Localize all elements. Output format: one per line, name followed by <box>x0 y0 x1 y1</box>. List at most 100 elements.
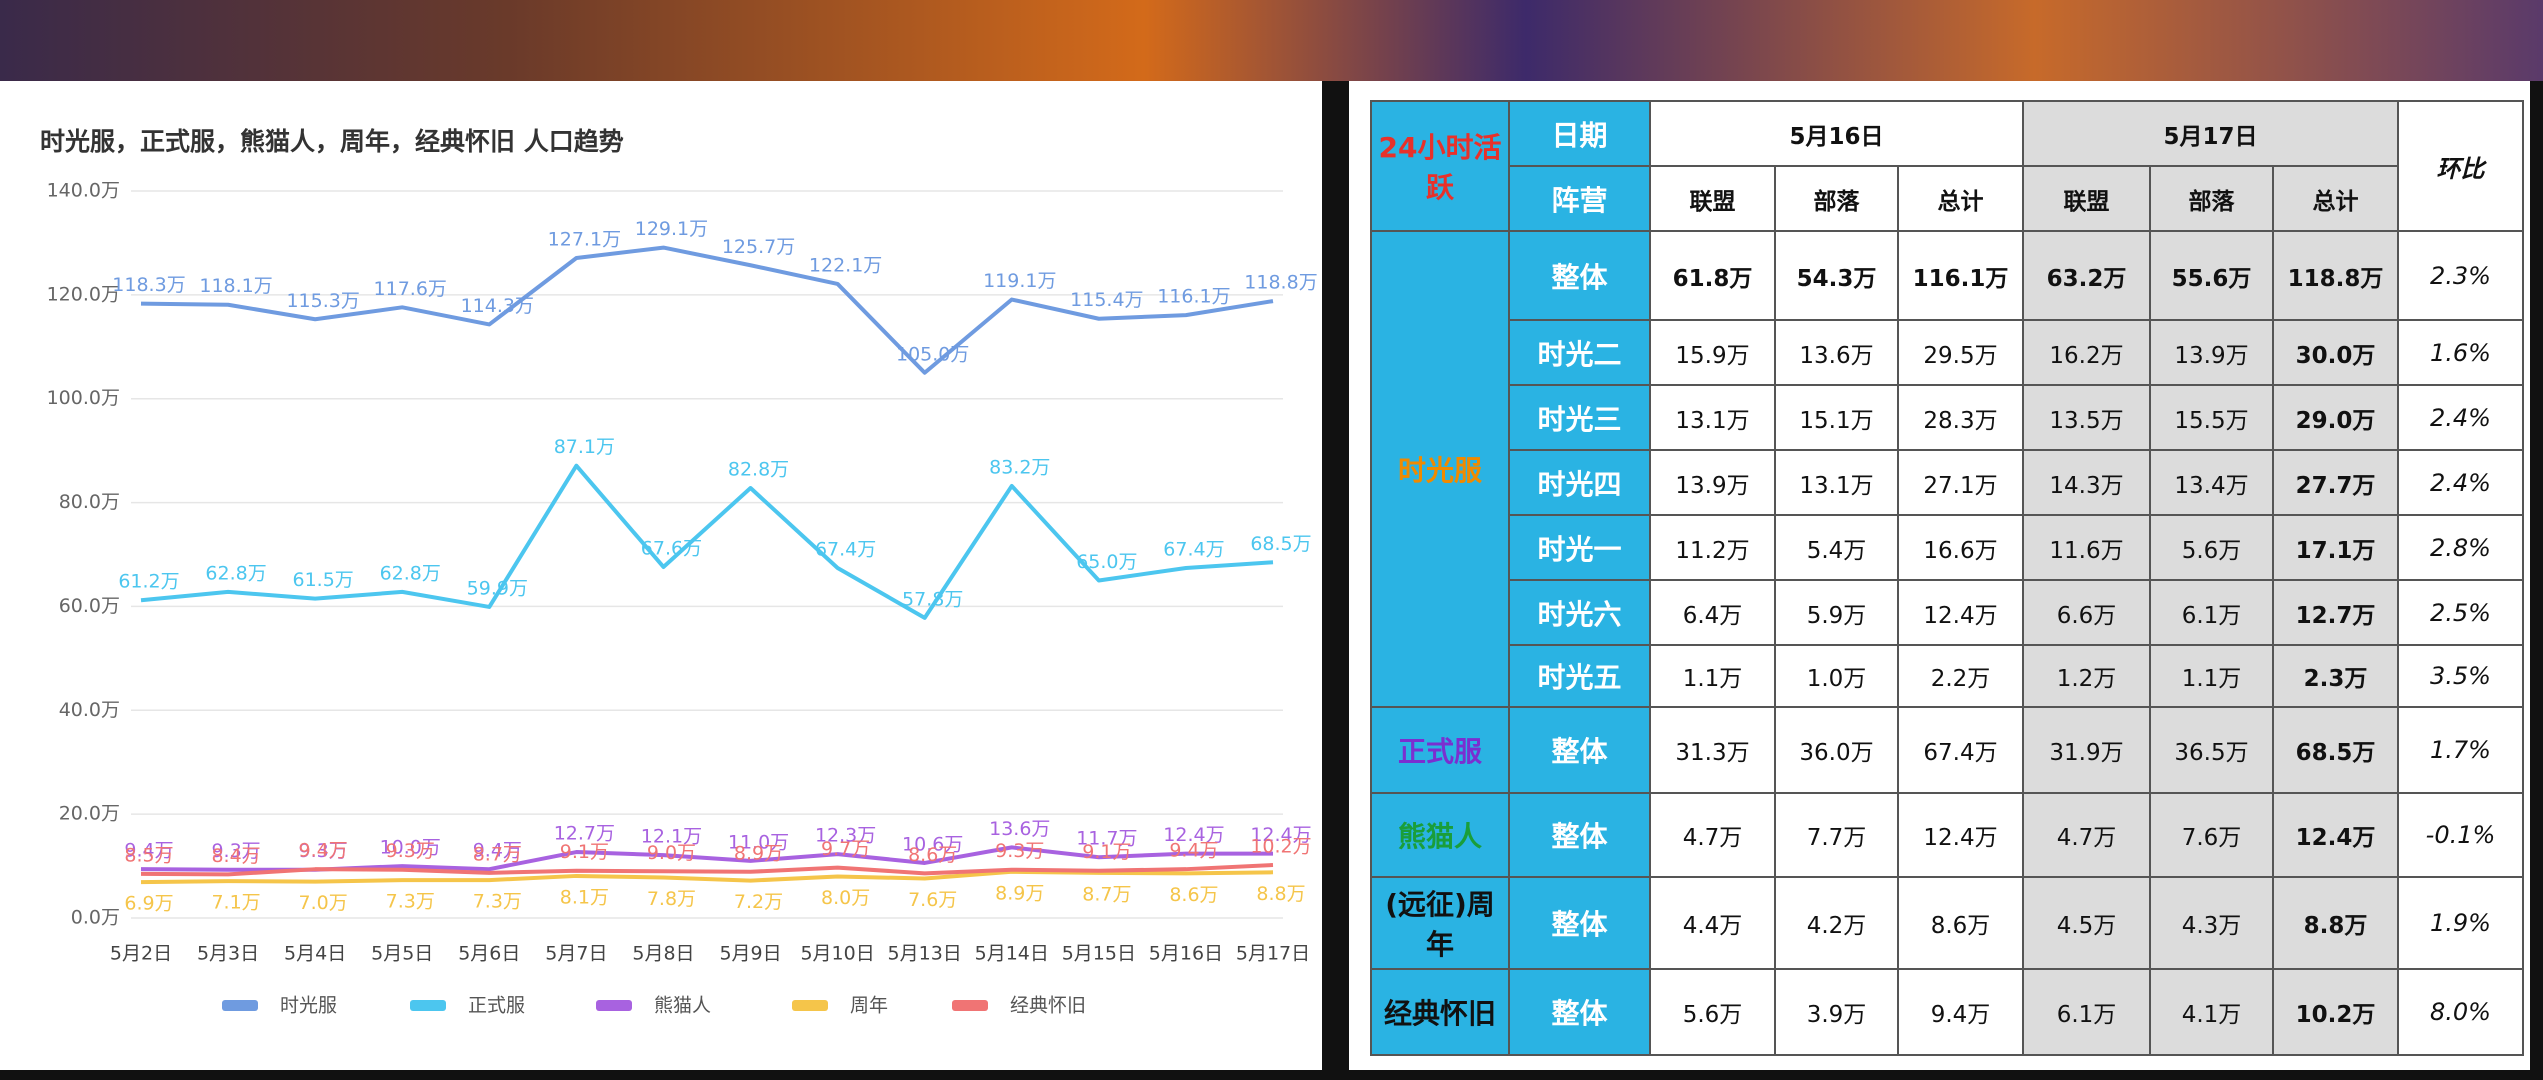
data-label: 105.0万 <box>896 343 969 365</box>
data-label: 9.3万 <box>211 840 260 862</box>
table-row: 正式服 整体 31.3万 36.0万 67.4万 31.9万 36.5万 68.5万 1.7% <box>1370 706 2524 794</box>
value-cell: 12.4万 <box>1897 792 2024 878</box>
value-cell: 11.6万 <box>2022 514 2151 581</box>
y-tick-label: 40.0万 <box>59 699 120 721</box>
value-cell: 4.2万 <box>1774 876 1899 970</box>
data-label: 7.8万 <box>647 888 696 910</box>
value-cell: 14.3万 <box>2022 449 2151 516</box>
table-row: 时光一 11.2万 5.4万 16.6万 11.6万 5.6万 17.1万 2.8% <box>1371 514 2524 581</box>
data-label: 83.2万 <box>989 456 1050 478</box>
row-label: 时光一 <box>1508 514 1651 581</box>
value-cell: 13.6万 <box>1774 319 1899 386</box>
value-cell: 5.6万 <box>1649 968 1776 1056</box>
data-label: 10.6万 <box>902 833 963 855</box>
data-label: 118.1万 <box>199 275 272 297</box>
group-cell: 熊猫人 <box>1370 792 1510 878</box>
value-cell: 27.7万 <box>2272 449 2399 516</box>
data-label: 114.3万 <box>461 295 534 317</box>
x-tick-label: 5月8日 <box>632 943 694 965</box>
column-header: 总计 <box>1897 165 2024 232</box>
x-tick-label: 5月5日 <box>371 943 433 965</box>
data-label: 12.4万 <box>1250 824 1311 846</box>
x-tick-label: 5月10日 <box>800 943 874 965</box>
change-header: 环比 <box>2397 100 2524 232</box>
table-row: 时光五 1.1万 1.0万 2.2万 1.2万 1.1万 2.3万 3.5% <box>1371 644 2524 708</box>
value-cell: 3.9万 <box>1774 968 1899 1056</box>
column-header: 总计 <box>2272 165 2399 232</box>
y-tick-label: 100.0万 <box>47 387 120 409</box>
x-tick-label: 5月4日 <box>284 943 346 965</box>
table-row: 时光三 13.1万 15.1万 28.3万 13.5万 15.5万 29.0万 2.4% <box>1371 384 2524 451</box>
value-cell: 5.6万 <box>2149 514 2274 581</box>
data-label: 127.1万 <box>548 228 621 250</box>
data-label: 115.3万 <box>286 290 359 312</box>
change-cell: 2.8% <box>2397 514 2524 581</box>
value-cell: 11.2万 <box>1649 514 1776 581</box>
table-row: 时光二 15.9万 13.6万 29.5万 16.2万 13.9万 30.0万 1.6% <box>1371 319 2524 386</box>
data-label: 9.0万 <box>647 842 696 864</box>
data-label: 9.1万 <box>1082 841 1131 863</box>
data-label: 68.5万 <box>1250 533 1311 555</box>
column-header: 联盟 <box>2022 165 2151 232</box>
value-cell: 1.2万 <box>2022 644 2151 708</box>
group-cell: 经典怀旧 <box>1370 968 1510 1056</box>
value-cell: 2.2万 <box>1897 644 2024 708</box>
column-header: 联盟 <box>1649 165 1776 232</box>
value-cell: 12.4万 <box>1897 579 2024 646</box>
value-cell: 13.9万 <box>1649 449 1776 516</box>
row-label: 时光六 <box>1508 579 1651 646</box>
change-cell: 3.5% <box>2397 644 2524 708</box>
value-cell: 1.1万 <box>2149 644 2274 708</box>
legend-swatch <box>596 1000 632 1011</box>
data-label: 9.4万 <box>124 840 173 862</box>
data-label: 122.1万 <box>809 254 882 276</box>
x-tick-label: 5月6日 <box>458 943 520 965</box>
table-row: 24小时活跃 日期 5月16日 5月17日 环比 <box>1370 100 2524 232</box>
table-row: 时光服 整体 61.8万 54.3万 116.1万 63.2万 55.6万 118.8万 2.3… <box>1370 230 2524 708</box>
value-cell: 5.9万 <box>1774 579 1899 646</box>
data-label: 8.4万 <box>211 845 260 867</box>
series-line <box>140 245 1274 375</box>
group-cell: (远征)周年 <box>1370 876 1510 970</box>
data-label: 59.9万 <box>467 577 528 599</box>
data-label: 117.6万 <box>374 278 447 300</box>
legend-label: 正式服 <box>468 995 525 1017</box>
value-cell: 6.6万 <box>2022 579 2151 646</box>
table-row: 熊猫人 整体 4.7万 7.7万 12.4万 4.7万 7.6万 12.4万 -0.1% <box>1370 792 2524 878</box>
change-cell: 1.9% <box>2397 876 2524 970</box>
value-cell: 13.1万 <box>1649 384 1776 451</box>
data-label: 6.9万 <box>124 893 173 915</box>
value-cell: 4.7万 <box>1649 792 1776 878</box>
data-label: 8.5万 <box>124 844 173 866</box>
header-cell: 阵营 <box>1508 165 1651 232</box>
background-banner <box>0 0 2543 81</box>
data-label: 8.6万 <box>1169 884 1218 906</box>
column-header: 部落 <box>2149 165 2274 232</box>
row-label: 整体 <box>1508 706 1651 794</box>
row-label: 整体 <box>1508 792 1651 878</box>
value-cell: 30.0万 <box>2272 319 2399 386</box>
value-cell: 17.1万 <box>2272 514 2399 581</box>
data-label: 9.1万 <box>560 841 609 863</box>
data-label: 67.6万 <box>641 537 702 559</box>
value-cell: 31.9万 <box>2022 706 2151 794</box>
y-tick-label: 140.0万 <box>47 180 120 202</box>
value-cell: 61.8万 <box>1649 230 1776 321</box>
value-cell: 13.1万 <box>1774 449 1899 516</box>
data-label: 57.8万 <box>902 588 963 610</box>
value-cell: 116.1万 <box>1897 230 2024 321</box>
data-label: 129.1万 <box>635 218 708 240</box>
value-cell: 7.6万 <box>2149 792 2274 878</box>
group-cell: 时光服 <box>1370 230 1510 708</box>
x-tick-label: 5月7日 <box>545 943 607 965</box>
data-label: 12.4万 <box>1163 824 1224 846</box>
data-label: 7.6万 <box>908 889 957 911</box>
value-cell: 13.5万 <box>2022 384 2151 451</box>
value-cell: 31.3万 <box>1649 706 1776 794</box>
change-cell: 2.5% <box>2397 579 2524 646</box>
value-cell: 118.8万 <box>2272 230 2399 321</box>
data-label: 9.3万 <box>386 840 435 862</box>
data-label: 9.7万 <box>821 838 870 860</box>
x-tick-label: 5月13日 <box>888 943 962 965</box>
